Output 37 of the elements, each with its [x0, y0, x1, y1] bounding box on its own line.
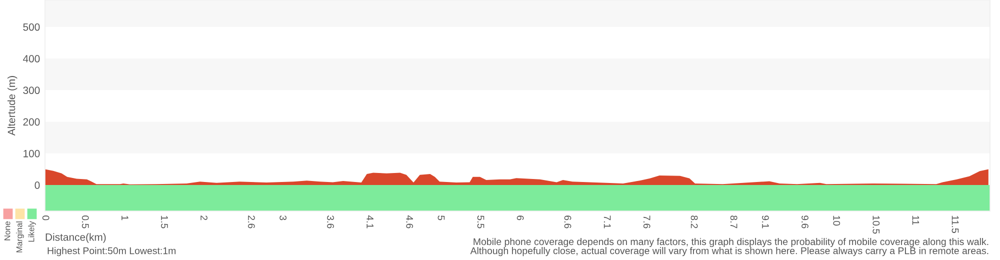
text: Mobile phone coverage depends on many factors, this graph displays the probability of mobile coverage along this walk. Although hopefully close, actual coverage will vary from what is shown here. Please always carry a PLB in remote areas. [470, 238, 988, 256]
y-tick-label: 0 [34, 182, 40, 189]
x-tick-label: 2.6 [248, 216, 255, 228]
x-axis-title: Distance(km) [46, 233, 106, 243]
x-tick-label: 5.5 [477, 216, 484, 228]
x-tick-label: 3.6 [327, 216, 334, 228]
y-tick-label: 500 [23, 23, 40, 31]
y-tick-label: 400 [23, 55, 40, 62]
text: None [4, 221, 10, 240]
x-tick-label: 3 [280, 216, 287, 220]
x-tick-label: 6.6 [564, 216, 572, 228]
x-tick-label: 0.5 [82, 216, 89, 228]
y-axis-title: Altertude (m) [7, 76, 18, 136]
x-tick-label: 9.6 [802, 216, 808, 228]
x-tick-label: 10 [833, 216, 840, 226]
x-tick-label: 1 [122, 216, 128, 220]
x-tick-label: 7.1 [604, 216, 611, 228]
text: Likely [28, 221, 36, 242]
y-tick-label: 300 [23, 86, 40, 94]
x-tick-label: 4.1 [366, 215, 374, 228]
x-tick-label: 1.5 [161, 216, 168, 228]
x-tick-label: 8.2 [690, 216, 698, 228]
x-tick-label: 7.6 [643, 216, 650, 228]
text: Highest Point:50m Lowest:1m [48, 247, 176, 256]
x-tick-label: 11.5 [952, 216, 959, 233]
y-tick-label: 200 [23, 118, 40, 126]
x-tick-label: 2 [200, 216, 208, 220]
x-tick-label: 10.5 [872, 216, 880, 234]
x-tick-label: 5 [438, 216, 445, 220]
y-tick-label: 100 [24, 150, 40, 158]
text: Marginal [16, 222, 24, 252]
x-tick-label: 11 [912, 216, 920, 225]
x-tick-label: 9.1 [762, 216, 769, 228]
x-tick-label: 0 [42, 216, 50, 220]
x-tick-label: 8.7 [730, 216, 738, 228]
x-tick-label: 4.6 [406, 215, 414, 228]
x-tick-label: 6 [516, 216, 524, 220]
